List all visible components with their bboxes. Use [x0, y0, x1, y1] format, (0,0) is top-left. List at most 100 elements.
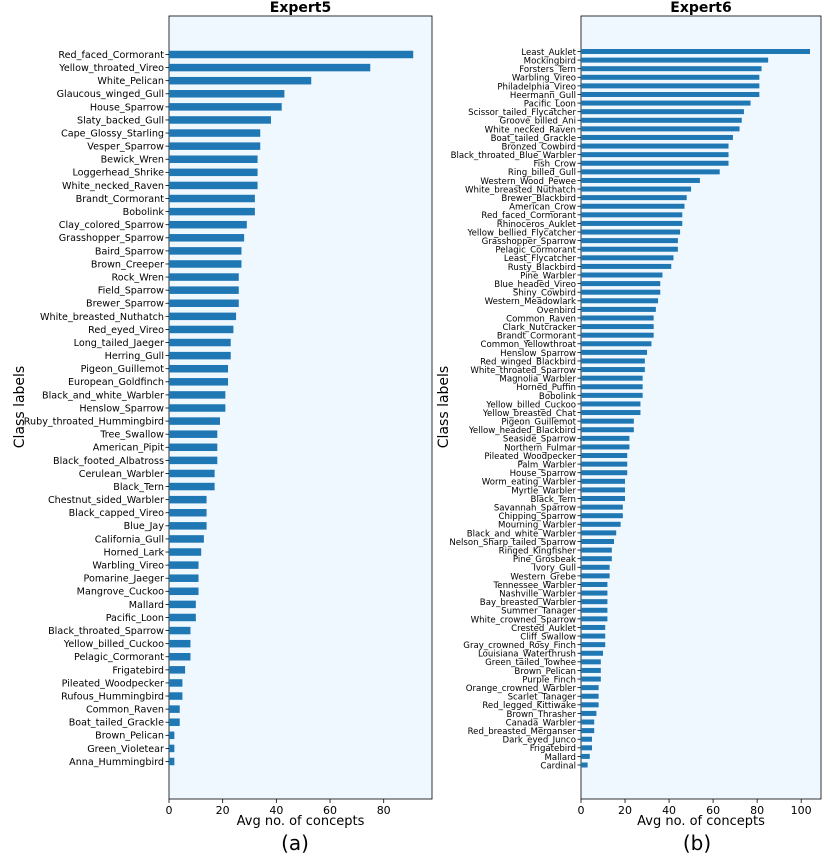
- expert6-bar: [581, 685, 599, 691]
- expert5-category-label: Bewick_Wren: [101, 155, 164, 166]
- expert5-category-label: Brown_Pelican: [95, 731, 164, 742]
- expert6-bar: [581, 504, 623, 510]
- expert6-category-label: Ring_billed_Gull: [508, 168, 576, 178]
- expert6-category-label: Philadelphia_Vireo: [497, 82, 576, 92]
- expert5-bar: [169, 90, 285, 98]
- expert6-category-label: Chipping_Sparrow: [498, 512, 576, 522]
- expert6-bar: [581, 160, 729, 166]
- expert5-category-label: Rufous_Hummingbird: [61, 691, 164, 702]
- expert6-bar: [581, 401, 641, 407]
- expert6-bar: [581, 263, 672, 269]
- expert6-x-ticks: 0 20 40 60 80 100: [578, 799, 812, 817]
- expert6-bar: [581, 126, 740, 132]
- expert5-bar: [169, 626, 191, 635]
- expert6-category-label: Ovenbird: [537, 306, 576, 316]
- expert6-bar: [581, 762, 588, 768]
- expert6-bar: [581, 220, 683, 226]
- expert5-category-label: Tree_Swallow: [99, 430, 164, 441]
- expert5-bar: [169, 63, 371, 72]
- expert6-category-label: American_Crow: [509, 203, 576, 213]
- expert6-category-label: Common_Raven: [506, 314, 576, 324]
- expert5-bar: [169, 404, 226, 412]
- expert6-category-label: Blue_headed_Vireo: [494, 280, 576, 290]
- expert5-category-label: Green_Violetear: [87, 744, 164, 755]
- expert5-category-label: Grasshopper_Sparrow: [59, 233, 164, 244]
- expert6-bar: [581, 659, 601, 665]
- expert5-bar: [169, 299, 239, 308]
- expert5-bar: [169, 50, 414, 59]
- panel-label-b: (b): [683, 831, 711, 855]
- expert5-category-labels: Red_faced_Cormorant Yellow_throated_Vireo…: [24, 50, 169, 768]
- panel-label-a: (a): [281, 831, 309, 855]
- expert6-bar: [581, 702, 599, 708]
- expert5-bar: [169, 207, 255, 216]
- expert5-bar: [169, 351, 231, 360]
- expert6-category-label: Pigeon_Guillemot: [501, 418, 576, 428]
- expert5-category-label: Brewer_Sparrow: [86, 299, 164, 310]
- expert6-bar: [581, 753, 590, 759]
- expert6-bar: [581, 667, 601, 673]
- expert5-category-label: Cape_Glossy_Starling: [61, 128, 164, 139]
- expert6-category-label: Bronzed_Cowbird: [502, 142, 576, 152]
- expert5-bar: [169, 220, 247, 229]
- expert6-bar: [581, 289, 661, 295]
- expert5-category-label: Pacific_Loon: [106, 613, 164, 624]
- expert6-bar: [581, 246, 678, 252]
- expert6-x-tick-label: 0: [578, 804, 585, 817]
- expert5-category-label: Long_tailed_Jaeger: [74, 338, 164, 349]
- expert5-category-label: Black_and_white_Warbler: [42, 390, 164, 401]
- expert5-category-label: Red_faced_Cormorant: [58, 50, 164, 61]
- expert6-category-label: Brandt_Cormorant: [497, 332, 577, 342]
- expert6-x-tick-label: 20: [618, 804, 632, 817]
- expert5-category-label: White_necked_Raven: [62, 181, 164, 192]
- expert6-bar: [581, 547, 612, 553]
- expert5-bar: [169, 574, 199, 582]
- expert6-category-label: Crested_Auklet: [511, 624, 576, 634]
- expert6-bar: [581, 736, 593, 742]
- expert5-category-label: Yellow_throated_Vireo: [58, 63, 164, 74]
- expert5-bar: [169, 391, 226, 399]
- expert6-category-label: Brewer_Blackbird: [501, 194, 576, 204]
- expert6-category-label: Pacific_Loon: [524, 99, 576, 109]
- expert5-bars: [169, 50, 414, 766]
- expert6-bar: [581, 195, 687, 201]
- expert5-bar: [169, 535, 204, 543]
- expert6-bar: [581, 633, 606, 639]
- expert5-category-label: Red_eyed_Vireo: [88, 325, 164, 336]
- expert6-bar: [581, 169, 720, 175]
- expert5-bar: [169, 260, 242, 268]
- expert5-category-label: Black_throated_Sparrow: [48, 626, 164, 637]
- expert6-category-label: Red_winged_Blackbird: [480, 357, 576, 367]
- expert6-bar: [581, 616, 608, 622]
- expert6-category-label: White_necked_Raven: [485, 125, 576, 135]
- expert6-bar: [581, 710, 597, 716]
- expert6-category-label: Savannah_Sparrow: [494, 504, 576, 514]
- expert6-bar: [581, 624, 606, 630]
- expert6-bar: [581, 642, 606, 648]
- expert6-bar: [581, 74, 760, 80]
- expert5-bar: [169, 312, 237, 321]
- expert6-category-label: Black_and_white_Warbler: [467, 529, 577, 539]
- expert6-category-label: Seaside_Sparrow: [503, 435, 576, 445]
- expert6-plot-area: [580, 15, 822, 800]
- expert6-bar: [581, 564, 610, 570]
- expert6-bar: [581, 599, 608, 605]
- expert5-bar: [169, 613, 196, 622]
- expert6-bar: [581, 719, 595, 725]
- expert5-category-label: Common_Raven: [86, 705, 164, 716]
- expert6-category-label: Rhinoceros_Auklet: [497, 220, 577, 230]
- expert6-bar: [581, 581, 608, 587]
- expert5-category-label: Bobolink: [123, 207, 165, 218]
- expert5-bar: [169, 76, 312, 85]
- expert6-title: Expert6: [670, 0, 731, 16]
- expert6-category-label: Black_Tern: [531, 495, 576, 505]
- expert6-bar: [581, 470, 628, 476]
- expert5-bar: [169, 364, 229, 373]
- expert5-title: Expert5: [270, 0, 331, 16]
- expert5-bar: [169, 194, 255, 203]
- expert6-category-label: Summer_Tanager: [501, 607, 576, 617]
- expert6-category-label: Orange_crowned_Warbler: [466, 684, 577, 694]
- expert6-bar: [581, 109, 744, 115]
- expert5-category-label: Mangrove_Cuckoo: [77, 587, 164, 598]
- expert5-category-label: Black_capped_Vireo: [69, 508, 165, 519]
